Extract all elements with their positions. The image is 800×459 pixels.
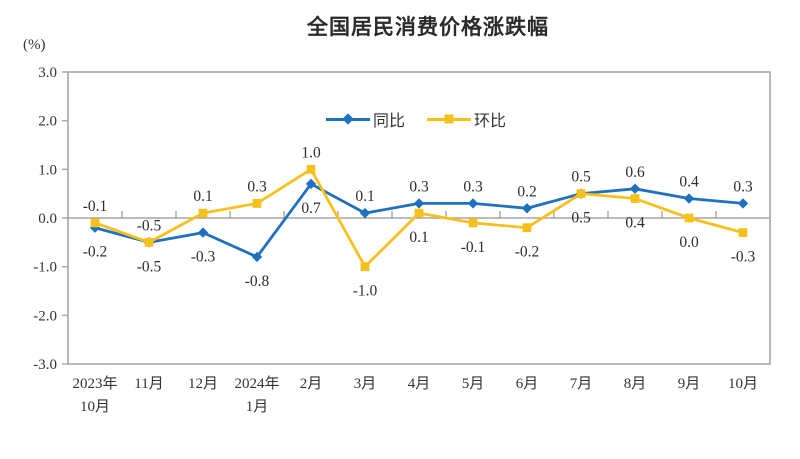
x-axis-category-label: 2024年 xyxy=(234,375,279,392)
data-label: -0.5 xyxy=(137,217,162,234)
legend-label-yoy: 同比 xyxy=(373,113,406,130)
square-marker-icon xyxy=(444,114,454,124)
series-marker-diamond xyxy=(197,227,209,238)
x-axis-category-label: 2月 xyxy=(300,376,323,392)
series-marker-square xyxy=(144,237,154,247)
data-label: 0.7 xyxy=(301,200,321,217)
data-label: -1.0 xyxy=(353,283,378,300)
series-marker-square xyxy=(684,213,694,223)
data-label: 0.6 xyxy=(625,164,645,181)
series-marker-square xyxy=(738,228,748,237)
data-label: -0.5 xyxy=(137,258,162,275)
legend-line-mom xyxy=(427,114,472,124)
data-label: 0.1 xyxy=(409,229,428,246)
series-marker-square xyxy=(522,223,532,233)
series-marker-square xyxy=(630,194,640,203)
x-axis-category-label: 2023年 xyxy=(72,375,117,392)
legend-item-mom: 环比 xyxy=(427,107,506,131)
y-axis-tick-label: 2.0 xyxy=(38,114,57,130)
x-axis-category-label: 4月 xyxy=(408,376,431,392)
series-marker-square xyxy=(306,164,316,174)
series-marker-diamond xyxy=(521,203,533,214)
data-label: 0.3 xyxy=(463,178,483,195)
x-axis-category-label: 8月 xyxy=(624,376,647,392)
y-axis-tick-label: 0.0 xyxy=(38,211,57,227)
data-label: 0.2 xyxy=(517,183,536,200)
data-label: 1.0 xyxy=(301,144,321,161)
x-axis-category-label: 12月 xyxy=(188,376,218,392)
series-marker-diamond xyxy=(683,193,695,204)
series-marker-diamond xyxy=(305,178,317,190)
data-label: 0.3 xyxy=(247,178,267,195)
series-marker-square xyxy=(252,199,262,208)
series-marker-diamond xyxy=(737,198,749,209)
series-marker-square xyxy=(360,262,370,272)
series-marker-square xyxy=(90,218,100,228)
x-axis-category-label: 10月 xyxy=(80,399,110,415)
y-axis-tick-label: -2.0 xyxy=(33,308,57,324)
x-axis-category-label: 6月 xyxy=(516,376,539,392)
series-marker-diamond xyxy=(467,198,479,209)
data-label: 0.3 xyxy=(733,178,753,195)
series-marker-square xyxy=(198,208,208,218)
data-label: -0.2 xyxy=(83,244,108,261)
data-label: -0.3 xyxy=(191,249,216,266)
series-marker-diamond xyxy=(89,222,101,233)
diamond-marker-icon xyxy=(342,113,354,125)
y-axis-tick-label: -1.0 xyxy=(33,260,57,276)
legend-line-yoy xyxy=(326,113,370,125)
y-axis-unit-label: (%) xyxy=(23,37,46,53)
x-axis-category-label: 3月 xyxy=(354,376,377,392)
data-label: 0.0 xyxy=(679,234,699,251)
legend-label-mom: 环比 xyxy=(474,113,507,130)
data-label: 0.4 xyxy=(679,174,699,191)
series-marker-square xyxy=(576,189,586,199)
data-label: -0.8 xyxy=(245,273,270,290)
legend-item-yoy: 同比 xyxy=(326,107,405,131)
data-label: -0.2 xyxy=(515,244,540,261)
series-marker-square xyxy=(468,218,478,228)
data-label: -0.3 xyxy=(731,249,756,266)
x-axis-category-label: 5月 xyxy=(462,376,485,392)
series-marker-diamond xyxy=(629,183,641,194)
data-label: 0.1 xyxy=(193,188,212,205)
series-marker-diamond xyxy=(251,251,263,263)
x-axis-category-label: 1月 xyxy=(246,399,269,415)
x-axis-category-label: 7月 xyxy=(570,376,593,392)
data-label: 0.5 xyxy=(571,210,591,227)
data-label: -0.1 xyxy=(461,239,486,256)
y-axis-tick-label: -3.0 xyxy=(33,357,57,373)
y-axis-tick-label: 3.0 xyxy=(38,65,57,81)
x-axis-category-label: 11月 xyxy=(134,376,163,392)
series-marker-diamond xyxy=(359,207,371,219)
x-axis-category-label: 10月 xyxy=(728,376,758,392)
y-axis-tick-label: 1.0 xyxy=(38,162,57,178)
series-marker-diamond xyxy=(413,198,425,209)
data-label: 0.1 xyxy=(355,188,374,205)
x-axis-category-label: 9月 xyxy=(678,376,701,392)
series-marker-square xyxy=(414,208,424,218)
data-label: 0.3 xyxy=(409,178,429,195)
data-label: 0.4 xyxy=(625,215,645,232)
data-label: -0.1 xyxy=(83,198,108,215)
legend: 同比 环比 xyxy=(326,107,506,131)
data-label: 0.5 xyxy=(571,169,591,186)
chart-title: 全国居民消费价格涨跌幅 xyxy=(307,16,549,39)
